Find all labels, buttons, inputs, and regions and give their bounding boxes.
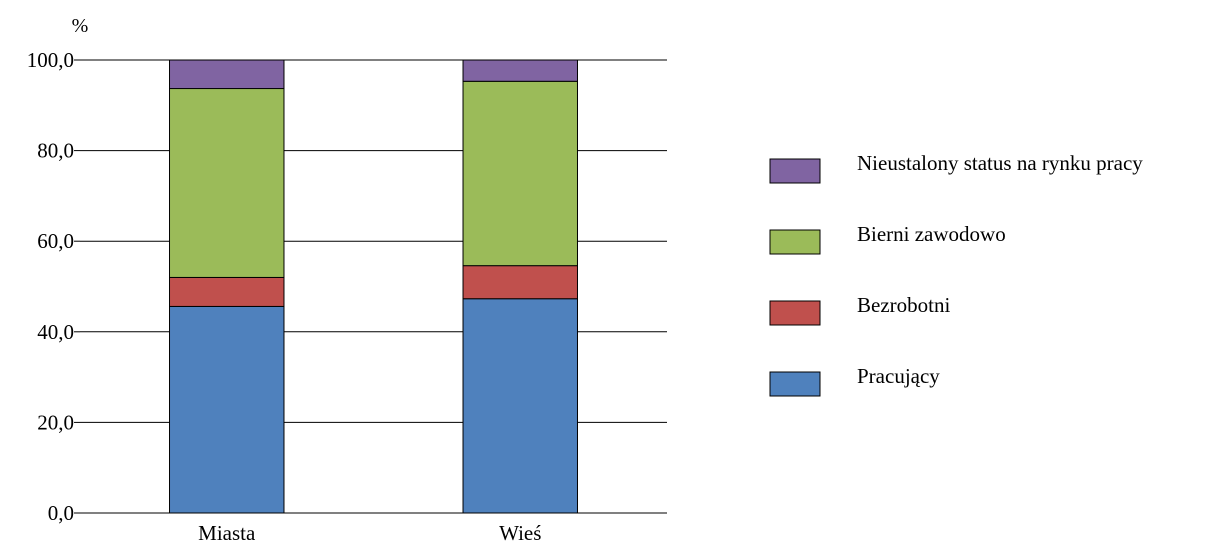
y-tick-label: 40,0 (37, 320, 74, 344)
bar-segment (462, 265, 578, 300)
bar-segment (169, 276, 285, 307)
y-tick-label: 60,0 (37, 229, 74, 253)
y-axis-unit-label: % (72, 15, 89, 37)
bar-segment (169, 88, 285, 278)
legend-swatch (769, 371, 821, 397)
x-category-label: Wieś (499, 521, 541, 545)
y-tick-label: 80,0 (37, 139, 74, 163)
y-tick-label: 20,0 (37, 410, 74, 434)
legend-label: Bierni zawodowo (857, 222, 1006, 246)
legend-label: Pracujący (857, 364, 940, 388)
bar-segment (169, 59, 285, 90)
gridlines (80, 59, 667, 514)
legend-label: Bezrobotni (857, 293, 950, 317)
legend-swatch (769, 229, 821, 255)
bars (169, 59, 578, 514)
bar-segment (169, 305, 285, 514)
bar-segment (462, 298, 578, 514)
x-category-label: Miasta (198, 521, 256, 545)
legend-label: Nieustalony status na rynku pracy (857, 151, 1143, 175)
x-axis-category-labels: Miasta Wieś (198, 521, 541, 545)
bar-segment (462, 80, 578, 267)
bar-segment (462, 59, 578, 82)
legend-swatch (769, 300, 821, 326)
y-axis-ticks: 0,0 20,0 40,0 60,0 80,0 100,0 (27, 48, 80, 525)
legend: Nieustalony status na rynku pracy Bierni … (769, 151, 1143, 397)
y-tick-label: 100,0 (27, 48, 74, 72)
legend-swatch (769, 158, 821, 184)
y-tick-label: 0,0 (48, 501, 74, 525)
